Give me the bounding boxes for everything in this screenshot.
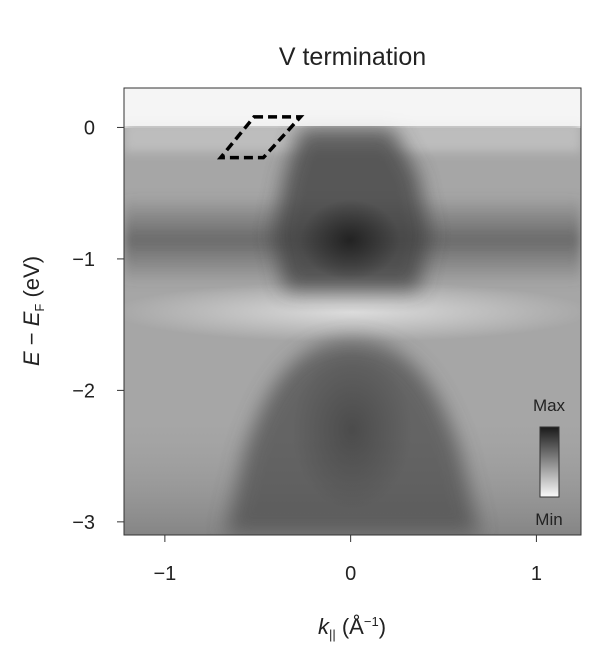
x-tick-label: −1 (153, 563, 176, 585)
x-tick-label: 0 (345, 563, 356, 585)
y-tick-label: −1 (72, 249, 95, 271)
y-tick-label: −3 (72, 512, 95, 534)
chart-title: V termination (278, 43, 427, 71)
y-tick-label: −2 (72, 380, 95, 402)
plot-frame (123, 87, 582, 536)
x-tick-label: 1 (531, 563, 542, 585)
colorbar-gradient (539, 426, 560, 498)
colorbar: Max Min (533, 396, 566, 529)
y-axis-label: E − EF (eV) (19, 255, 47, 367)
y-tick-label: 0 (84, 117, 95, 139)
heatmap-image (124, 88, 581, 535)
x-axis-label: k|| (Å−1) (317, 614, 387, 642)
dashed-parallelogram (216, 115, 305, 160)
colorbar-max-label: Max (533, 396, 566, 415)
colorbar-min-label: Min (535, 510, 562, 529)
y-axis: 0 −1 −2 −3 (72, 117, 124, 534)
x-axis: −1 0 1 (153, 535, 542, 585)
